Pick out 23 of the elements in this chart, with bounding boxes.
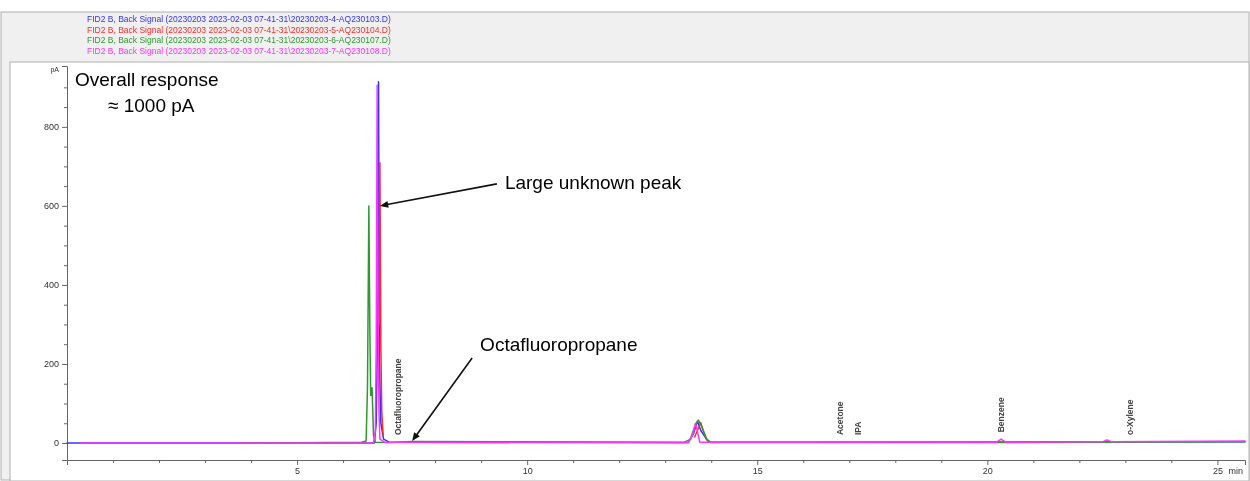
- x-tick-label: 10: [522, 466, 533, 477]
- annotation: IPA: [853, 421, 864, 436]
- annotation: Octafluoropropane: [480, 334, 638, 356]
- x-tick-label: 5: [295, 466, 301, 477]
- annotation: o-Xylene: [1124, 399, 1135, 436]
- y-tick-label: 800: [43, 122, 59, 133]
- text: FID2 B, Back Signal (20230203 2023-02-03 07-41-31\20230203-5-AQ230104.D): [87, 24, 392, 35]
- y-tick-label: 600: [43, 201, 59, 212]
- x-tick-label: 25: [1212, 466, 1223, 477]
- x-tick-label: 20: [982, 466, 993, 477]
- y-tick-label: 400: [43, 280, 59, 291]
- x-axis-title: min: [1228, 466, 1243, 476]
- x-tick-label: 15: [752, 466, 763, 477]
- annotation: Large unknown peak: [504, 171, 682, 193]
- annotation: Octafluoropropane: [393, 358, 404, 436]
- y-tick-label: 0: [53, 438, 59, 449]
- annotation: Acetone: [835, 401, 846, 436]
- annotation: Overall response ≈ 1000 pA: [75, 69, 219, 116]
- annotation: Benzene: [996, 397, 1007, 433]
- text: FID2 B, Back Signal (20230203 2023-02-03 07-41-31\20230203-4-AQ230103.D): [87, 14, 392, 24]
- text: FID2 B, Back Signal (20230203 2023-02-03 07-41-31\20230203-7-AQ230108.D): [87, 45, 392, 56]
- y-tick-label: 200: [43, 359, 59, 370]
- text: FID2 B, Back Signal (20230203 2023-02-03 07-41-31\20230203-6-AQ230107.D): [87, 35, 392, 45]
